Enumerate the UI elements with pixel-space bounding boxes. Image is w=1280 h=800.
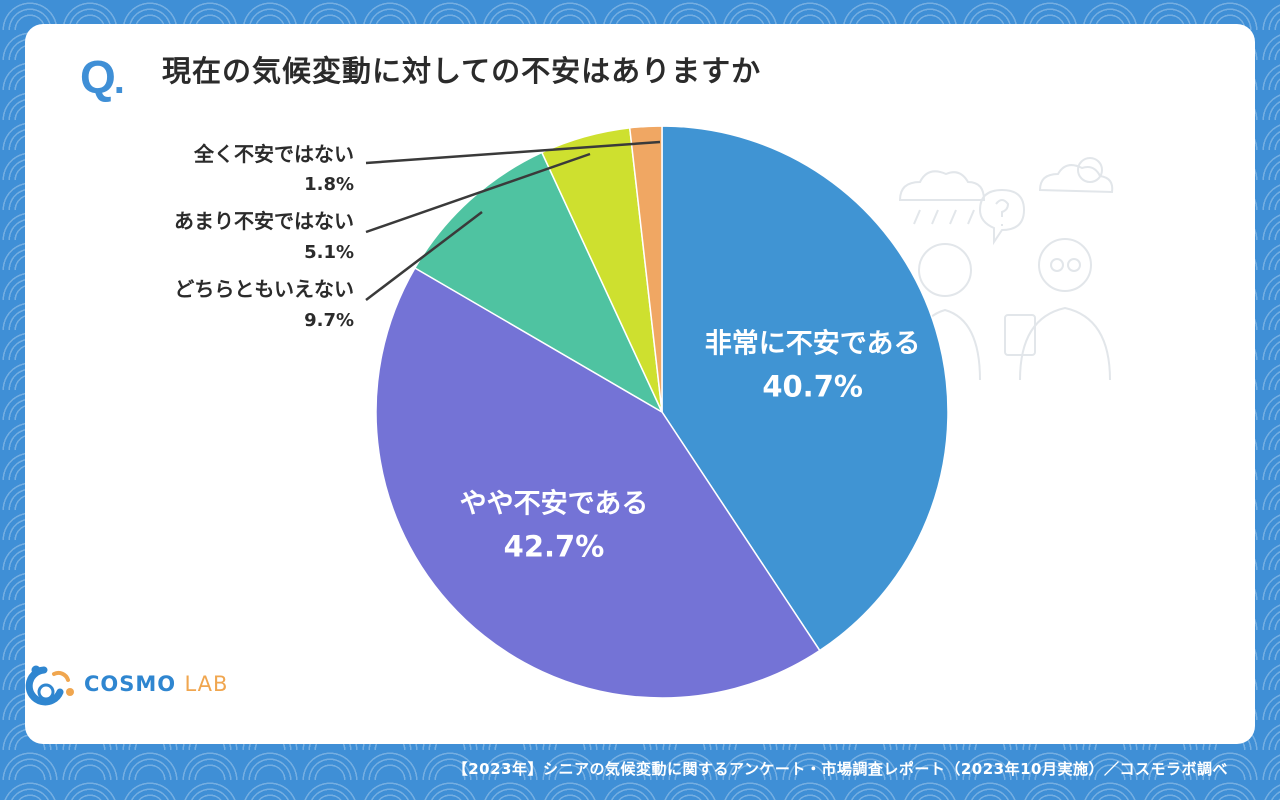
question-letter: Q [80,51,116,103]
leader-line-4 [365,152,591,234]
man-body-icon [1019,306,1111,380]
sun-icon [1077,157,1103,183]
clipboard-icon [1004,314,1036,356]
slice-label-3: どちらともいえない [174,277,354,301]
source-caption: 【2023年】シニアの気候変動に関するアンケート・市場調査レポート（2023年1… [452,760,1228,778]
slice-value-4: 5.1% [304,242,354,263]
slice-label-4: あまり不安ではない [174,209,354,233]
man-head-icon [1038,238,1092,292]
pie-slice-5 [628,125,663,413]
slice-value-2: 42.7% [504,529,605,563]
leader-line-3 [365,211,483,301]
chart-title: 現在の気候変動に対しての不安はありますか [162,54,762,88]
logo-text: COSMO LAB [84,672,228,696]
leader-line-5 [365,140,661,165]
seniors-illustration [898,157,1114,380]
sun-cloud-icon [1038,164,1114,194]
pie-slice-2 [375,266,821,699]
logo: COSMO LAB [22,662,228,706]
slice-label-1: 非常に不安である [705,329,921,360]
logo-name-main: COSMO [84,672,177,696]
slice-value-3: 9.7% [304,310,354,331]
logo-name-sub: LAB [184,672,229,696]
question-bubble-icon [979,188,1026,246]
rain-icon [913,209,975,225]
woman-head-icon [918,243,972,297]
rain-cloud-icon [898,170,986,201]
slice-value-1: 40.7% [762,370,863,404]
question-mark: Q. [80,50,125,104]
slice-label-5: 全く不安ではない [193,142,354,166]
question-dot: . [113,58,125,102]
slice-value-5: 1.8% [304,174,354,195]
slice-label-2: やや不安である [460,488,649,519]
cosmo-logo-icon [25,665,74,706]
